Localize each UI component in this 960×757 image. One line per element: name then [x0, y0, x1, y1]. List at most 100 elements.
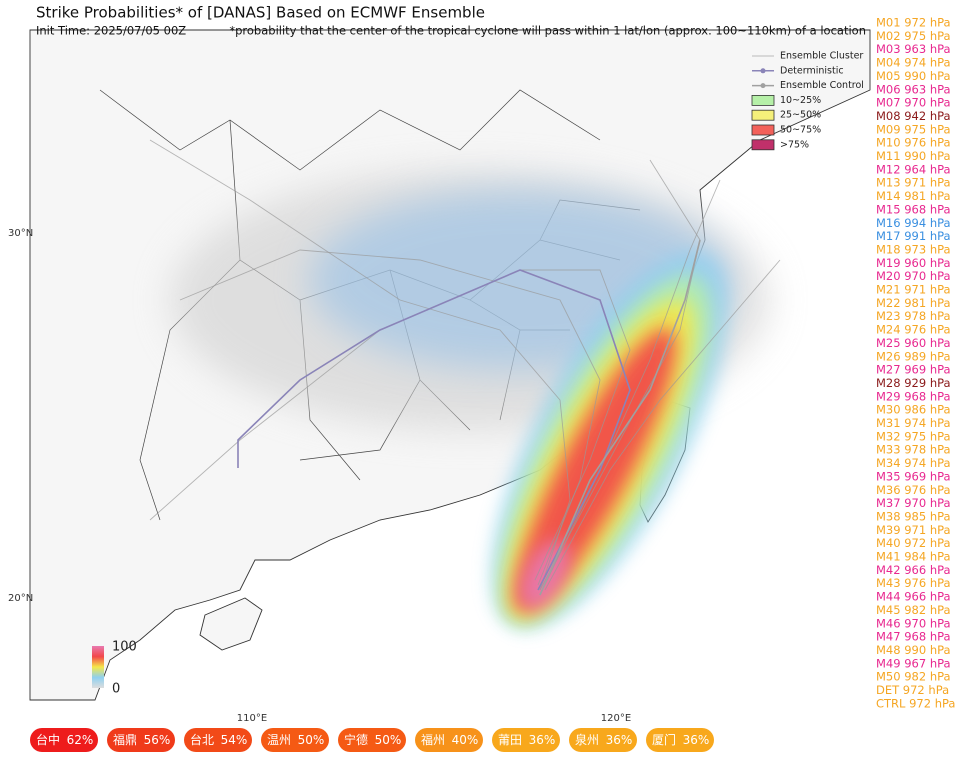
- colorbar-bottom: 0: [112, 682, 120, 697]
- member-label: M17 991 hPa: [876, 229, 951, 243]
- city-prob: 54%: [221, 733, 248, 747]
- member-label: M13 971 hPa: [876, 176, 951, 190]
- tracks: [149, 139, 781, 596]
- lat-label: 20°N: [8, 593, 33, 604]
- member-label: M08 942 hPa: [876, 109, 951, 123]
- member-label: M06 963 hPa: [876, 82, 951, 96]
- member-label: M23 978 hPa: [876, 309, 951, 323]
- member-label: M43 976 hPa: [876, 576, 951, 590]
- city-prob: 36%: [606, 733, 633, 747]
- city-name: 台北: [190, 732, 214, 747]
- ensemble-track: [149, 269, 631, 581]
- legend-swatch: [751, 95, 775, 106]
- control-track: [539, 239, 701, 596]
- city-badge: [184, 728, 252, 752]
- ensemble-track: [539, 179, 721, 596]
- member-label: CTRL 972 hPa: [876, 696, 955, 710]
- member-label: M45 982 hPa: [876, 603, 951, 617]
- legend: Ensemble Cluster Deterministic Ensemble Co…: [751, 51, 864, 151]
- member-label: M49 967 hPa: [876, 656, 951, 670]
- member-label: M42 966 hPa: [876, 563, 951, 577]
- legend-label: >75%: [780, 139, 809, 150]
- legend-dot: [760, 68, 766, 74]
- member-label: M19 960 hPa: [876, 256, 951, 270]
- member-label: M14 981 hPa: [876, 189, 951, 203]
- city-badge: [415, 728, 483, 752]
- city-badge: [30, 728, 98, 752]
- member-label: M40 972 hPa: [876, 536, 951, 550]
- city-prob: 62%: [67, 733, 94, 747]
- ensemble-track: [179, 249, 601, 586]
- legend-swatch: [751, 109, 775, 121]
- member-label: M33 978 hPa: [876, 443, 951, 457]
- ensemble-track: [539, 159, 701, 591]
- city-name: 温州: [267, 733, 291, 747]
- colorbar: [92, 646, 104, 688]
- city-prob: 50%: [298, 733, 325, 747]
- member-label: M01 972 hPa: [876, 16, 951, 30]
- member-label: M36 976 hPa: [876, 483, 951, 497]
- city-name: 莆田: [498, 733, 522, 747]
- city-name: 福州: [421, 732, 445, 747]
- city-name: 泉州: [575, 733, 599, 747]
- member-label: M37 970 hPa: [876, 496, 951, 510]
- member-label: M25 960 hPa: [876, 336, 951, 350]
- city-badge: [492, 728, 560, 752]
- member-label: M29 968 hPa: [876, 389, 951, 403]
- city-badge: [338, 728, 406, 752]
- title: Strike Probabilities* of [DANAS] Based o…: [36, 4, 485, 22]
- lon-label: 110°E: [237, 713, 267, 724]
- city-name: 台中: [36, 732, 60, 747]
- member-label: M38 985 hPa: [876, 509, 951, 523]
- city-badge: [569, 728, 637, 752]
- member-label: M15 968 hPa: [876, 202, 951, 216]
- legend-label: Ensemble Cluster: [780, 51, 863, 62]
- member-label: M27 969 hPa: [876, 363, 951, 377]
- member-label: M39 971 hPa: [876, 523, 951, 537]
- member-label: M16 994 hPa: [876, 216, 951, 230]
- member-label: M26 989 hPa: [876, 349, 951, 363]
- lat-label: 30°N: [8, 228, 33, 239]
- note: *probability that the center of the trop…: [229, 24, 866, 38]
- member-label: M18 973 hPa: [876, 242, 951, 256]
- city-prob: 36%: [683, 733, 710, 747]
- member-label: M20 970 hPa: [876, 269, 951, 283]
- member-label: M07 970 hPa: [876, 96, 951, 110]
- member-label: M50 982 hPa: [876, 670, 951, 684]
- legend-label: 10~25%: [780, 95, 821, 106]
- init-time: Init Time: 2025/07/05 00Z: [36, 24, 186, 38]
- member-label: M22 981 hPa: [876, 296, 951, 310]
- member-label: M05 990 hPa: [876, 69, 951, 83]
- city-prob: 40%: [452, 733, 479, 747]
- member-label: M28 929 hPa: [876, 376, 951, 390]
- hainan: [199, 597, 263, 651]
- member-label: M41 984 hPa: [876, 550, 951, 564]
- lon-label: 120°E: [601, 713, 631, 724]
- member-label: M48 990 hPa: [876, 643, 951, 657]
- city-badge: [261, 728, 329, 752]
- member-label: M46 970 hPa: [876, 616, 951, 630]
- member-label: M03 963 hPa: [876, 42, 951, 56]
- member-label: M11 990 hPa: [876, 149, 951, 163]
- ensemble-track: [149, 139, 571, 591]
- member-label: M47 968 hPa: [876, 630, 951, 644]
- member-label: M35 969 hPa: [876, 469, 951, 483]
- legend-swatch: [751, 139, 775, 151]
- city-prob: 50%: [375, 733, 402, 747]
- legend-dot: [760, 83, 766, 89]
- legend-swatch: [751, 124, 775, 136]
- member-label: M12 964 hPa: [876, 162, 951, 176]
- legend-label: Deterministic: [780, 65, 844, 76]
- city-name: 福鼎: [113, 732, 137, 747]
- legend-label: Ensemble Control: [780, 80, 864, 91]
- member-label: M31 974 hPa: [876, 416, 951, 430]
- city-badge: [107, 728, 175, 752]
- member-label: M32 975 hPa: [876, 429, 951, 443]
- city-badge: [646, 728, 714, 752]
- deterministic-track: [237, 269, 631, 591]
- legend-label: 25~50%: [780, 110, 821, 121]
